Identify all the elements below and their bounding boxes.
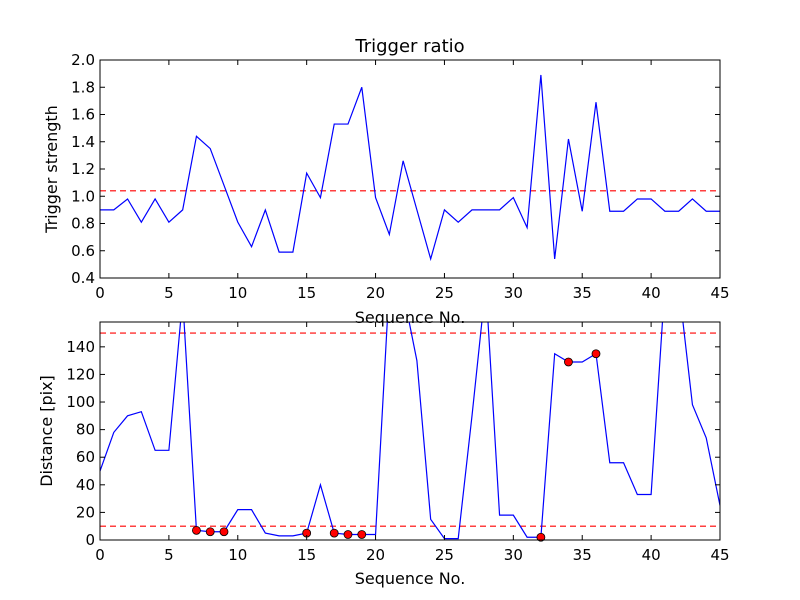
y-tick-label: 60 — [76, 448, 95, 466]
y-tick-label: 1.4 — [71, 133, 95, 151]
y-tick-label: 0.6 — [71, 242, 95, 260]
chart-title: Trigger ratio — [354, 36, 464, 57]
series-line — [100, 322, 720, 540]
x-tick-label: 30 — [504, 284, 523, 302]
x-tick-label: 10 — [228, 546, 247, 564]
x-tick-label: 30 — [504, 546, 523, 564]
x-tick-label: 40 — [642, 284, 661, 302]
plot-area — [100, 74, 720, 262]
y-tick-label: 80 — [76, 421, 95, 439]
data-point-marker — [564, 357, 573, 367]
x-axis-label: Sequence No. — [355, 569, 466, 588]
x-tick-label: 10 — [228, 284, 247, 302]
data-point-marker — [329, 528, 339, 538]
y-tick-label: 0.4 — [71, 269, 95, 287]
data-point-marker — [219, 527, 229, 537]
plot-area — [100, 322, 720, 540]
distance-chart: 0 5 10 15 20 25 30 35 40 45 0 20 40 60 80 100 120 140 Seq… — [37, 321, 730, 588]
series-line — [100, 74, 720, 262]
y-axis-label: Trigger strength — [42, 105, 61, 234]
x-tick-label: 35 — [573, 546, 592, 564]
x-tick-label: 45 — [710, 546, 729, 564]
x-tick-label: 20 — [366, 546, 385, 564]
x-tick-label: 20 — [366, 284, 385, 302]
y-tick-label: 1.8 — [71, 78, 95, 96]
x-tick-label: 45 — [710, 284, 729, 302]
y-tick-label: 0.8 — [71, 215, 95, 233]
data-point-marker — [205, 527, 215, 537]
y-tick-label: 1.6 — [71, 106, 95, 124]
x-tick-label: 5 — [164, 546, 174, 564]
ticks: 0 5 10 15 20 25 30 35 40 45 0.4 0.6 0.8 1.0 1.2 1.4 1.6 1… — [71, 51, 729, 302]
data-point-marker — [343, 530, 353, 539]
x-tick-label: 35 — [573, 284, 592, 302]
markers — [192, 349, 601, 542]
x-tick-label: 25 — [435, 546, 454, 564]
x-tick-label: 25 — [435, 284, 454, 302]
data-point-marker — [536, 532, 546, 542]
y-tick-label: 1.2 — [71, 160, 95, 178]
y-tick-label: 20 — [76, 503, 95, 521]
ticks: 0 5 10 15 20 25 30 35 40 45 0 20 40 60 80 100 120 140 — [66, 322, 730, 564]
y-axis-label: Distance [pix] — [37, 375, 56, 487]
data-point-marker — [192, 525, 201, 535]
x-tick-label: 15 — [297, 284, 316, 302]
y-tick-label: 140 — [66, 338, 95, 356]
y-tick-label: 0 — [85, 531, 95, 549]
y-tick-label: 2.0 — [71, 51, 95, 69]
axes-frame — [99, 321, 721, 541]
y-tick-label: 120 — [66, 365, 95, 383]
trigger-ratio-chart: Trigger ratio 0 5 10 15 20 25 30 35 40 45 0.4 0.6 0.… — [42, 36, 730, 327]
x-tick-label: 0 — [95, 284, 105, 302]
x-tick-label: 5 — [164, 284, 174, 302]
data-point-marker — [591, 349, 601, 359]
x-tick-label: 15 — [297, 546, 316, 564]
y-tick-label: 1.0 — [71, 187, 95, 205]
x-tick-label: 40 — [642, 546, 661, 564]
x-tick-label: 0 — [95, 546, 105, 564]
y-tick-label: 100 — [66, 393, 95, 411]
y-tick-label: 40 — [76, 476, 95, 494]
data-point-marker — [357, 530, 367, 539]
